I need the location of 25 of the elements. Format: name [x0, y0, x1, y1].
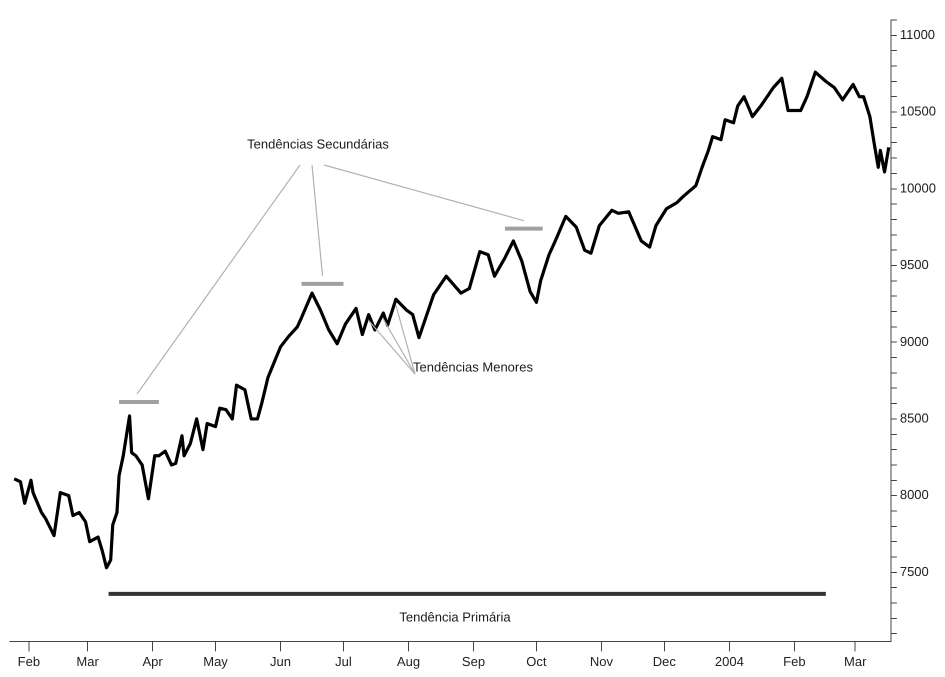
y-tick-label: 10500	[900, 104, 936, 119]
x-tick-label: Mar	[844, 654, 868, 669]
x-tick-label: Nov	[590, 654, 614, 669]
x-tick-label: May	[203, 654, 228, 669]
x-tick-label: 2004	[714, 654, 744, 669]
y-tick-label: 8500	[900, 410, 929, 426]
x-tick-label: Jun	[270, 654, 292, 669]
x-tick-label: Oct	[526, 654, 547, 669]
x-tick-label: Apr	[142, 654, 164, 669]
x-tick-label: Mar	[76, 654, 100, 669]
annotation: Tendência Primária	[399, 610, 512, 625]
x-tick-label: Aug	[396, 654, 420, 669]
annotation: Tendências Secundárias	[247, 136, 390, 152]
x-tick-label: Sep	[462, 654, 486, 669]
x-tick-label: Dec	[652, 654, 676, 669]
y-tick-label: 8000	[900, 487, 929, 502]
y-tick-label: 9500	[900, 257, 929, 272]
y-tick-label: 10000	[900, 180, 936, 196]
y-tick-label: 7500	[900, 564, 929, 579]
x-tick-label: Feb	[783, 654, 806, 669]
annotation: Tendências Menores	[413, 360, 534, 375]
x-tick-label: Jul	[335, 654, 352, 669]
x-tick-label: Feb	[18, 654, 40, 669]
y-tick-label: 11000	[900, 26, 936, 42]
y-tick-label: 9000	[900, 334, 929, 349]
